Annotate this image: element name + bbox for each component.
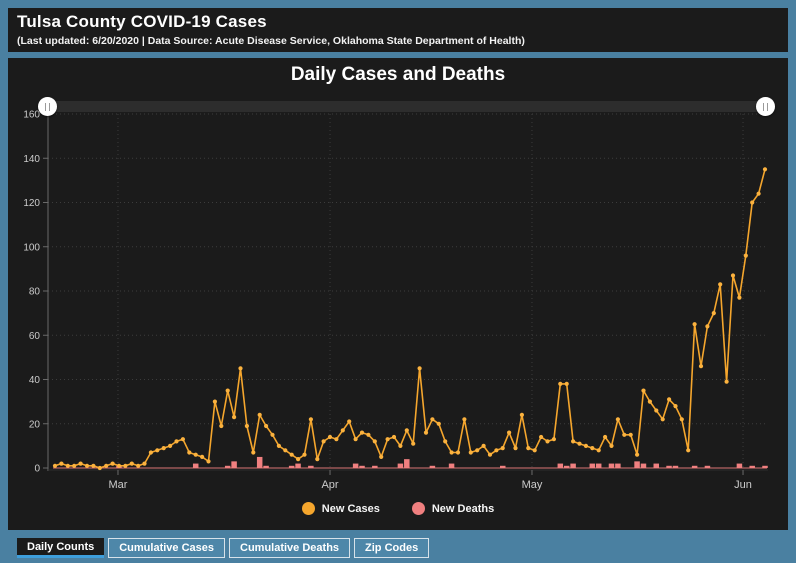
chart-title: Daily Cases and Deaths <box>290 64 506 85</box>
svg-text:140: 140 <box>23 154 40 165</box>
svg-text:80: 80 <box>29 287 41 298</box>
svg-text:Jun: Jun <box>734 479 752 491</box>
slider-grip-icon <box>45 102 50 111</box>
tab-daily-counts[interactable]: Daily Counts <box>17 538 105 558</box>
header-bar: Tulsa County COVID-19 Cases (Last update… <box>8 8 788 52</box>
new-cases-dot-icon <box>301 502 315 515</box>
svg-text:May: May <box>522 479 543 491</box>
legend-label: New Deaths <box>431 502 495 515</box>
svg-text:160: 160 <box>23 110 40 121</box>
legend-item-new-deaths[interactable]: New Deaths <box>411 502 495 515</box>
svg-text:20: 20 <box>29 419 41 430</box>
slider-handle-left[interactable] <box>38 97 57 116</box>
bottom-tab-bar: Daily Counts Cumulative Cases Cumulative… <box>17 536 788 558</box>
new-deaths-bars <box>53 456 768 469</box>
new-cases-line <box>52 167 768 471</box>
chart-legend: New Cases New Deaths <box>8 502 788 515</box>
tab-cumulative-deaths[interactable]: Cumulative Deaths <box>229 538 351 558</box>
tab-cumulative-cases[interactable]: Cumulative Cases <box>108 538 225 558</box>
svg-text:Apr: Apr <box>321 479 338 491</box>
svg-text:120: 120 <box>23 198 40 209</box>
y-axis: 0 20 40 60 80 100 120 140 160 <box>23 110 49 475</box>
new-deaths-dot-icon <box>411 502 425 515</box>
page-title: Tulsa County COVID-19 Cases <box>17 12 267 31</box>
svg-text:60: 60 <box>29 331 41 342</box>
svg-text:0: 0 <box>34 464 40 475</box>
svg-text:40: 40 <box>29 375 41 386</box>
legend-label: New Cases <box>321 502 380 515</box>
slider-grip-icon <box>763 102 768 111</box>
svg-text:Mar: Mar <box>109 479 128 491</box>
legend-item-new-cases[interactable]: New Cases <box>301 502 380 515</box>
x-axis: Mar Apr May Jun <box>48 469 768 491</box>
chart-panel: 0 20 40 60 80 100 120 140 160 Mar Apr May Jun Daily … <box>8 58 788 530</box>
slider-handle-right[interactable] <box>756 97 775 116</box>
time-range-slider-track[interactable] <box>44 101 764 112</box>
page-subtitle: (Last updated: 6/20/2020 | Data Source: … <box>17 35 525 47</box>
tab-zip-codes[interactable]: Zip Codes <box>354 538 430 558</box>
svg-text:100: 100 <box>23 242 40 253</box>
chart-svg: 0 20 40 60 80 100 120 140 160 Mar Apr May Jun <box>23 110 768 491</box>
gridlines <box>48 113 768 468</box>
